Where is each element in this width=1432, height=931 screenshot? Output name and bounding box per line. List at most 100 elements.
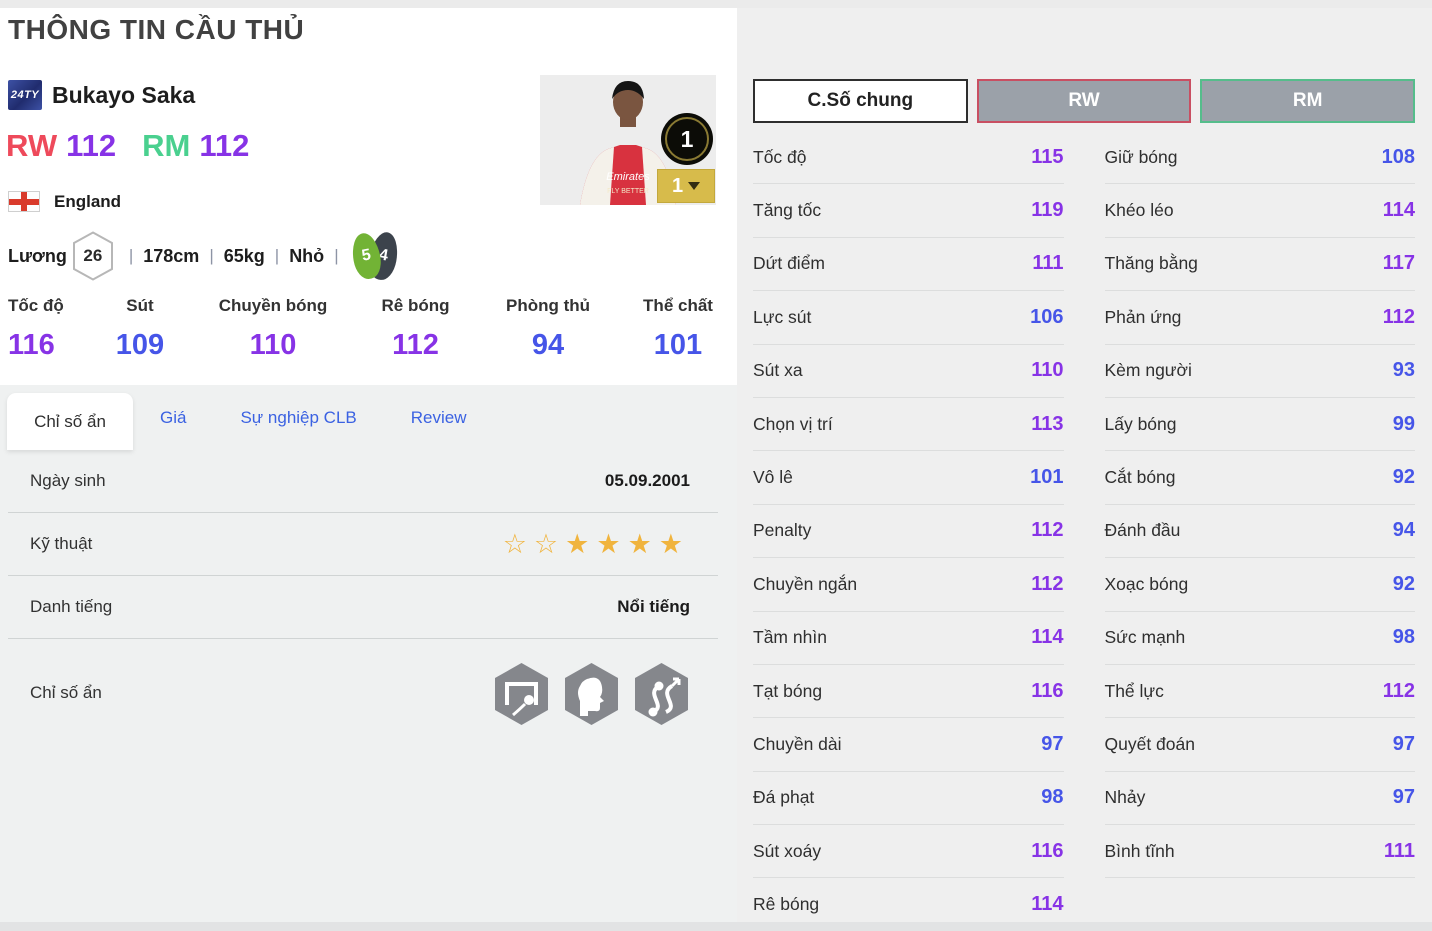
hidden-trait-icons [493, 662, 690, 725]
stat-value: 111 [1032, 252, 1064, 275]
stat-value: 119 [1031, 199, 1064, 222]
stat-value: 117 [1382, 252, 1415, 275]
star-filled-icon: ★ [627, 528, 659, 559]
stat-value: 113 [1031, 412, 1064, 435]
stat-row: Vô lê 101 [753, 451, 1064, 505]
stat-row: Sút xoáy 116 [753, 825, 1064, 879]
stat-value: 92 [1392, 466, 1415, 489]
tab-club-career[interactable]: Sự nghiệp CLB [240, 407, 357, 427]
fame-label: Danh tiếng [30, 597, 113, 616]
stat-value: 97 [1392, 786, 1415, 809]
summary-stat: Rê bóng 112 [363, 296, 468, 362]
stat-value: 114 [1031, 893, 1064, 916]
stat-row: Phản ứng 112 [1104, 291, 1415, 345]
goal-curve-shot-icon [493, 662, 550, 725]
stat-row: Thể lực 112 [1104, 665, 1415, 719]
stat-value: 106 [1030, 305, 1064, 328]
stat-row: Quyết đoán 97 [1104, 718, 1415, 772]
stat-row: Tốc độ 115 [753, 131, 1064, 185]
stat-label: Dứt điểm [753, 253, 826, 274]
stat-row: Đá phạt 98 [753, 772, 1064, 826]
stat-label: Tốc độ [753, 146, 807, 167]
stat-value: 111 [1383, 839, 1415, 862]
caret-down-icon [688, 182, 701, 190]
stat-value: 112 [1382, 679, 1415, 702]
svg-text:FLY BETTER: FLY BETTER [607, 188, 649, 195]
star-filled-icon: ★ [596, 528, 628, 559]
stat-label: Tạt bóng [753, 680, 823, 701]
player-bio-row: Lương 26 178cm 65kg Nhỏ 5 4 [8, 230, 401, 282]
stat-row: Chuyền dài 97 [753, 718, 1064, 772]
tab-price[interactable]: Giá [160, 407, 187, 427]
stat-row: Chuyền ngắn 112 [753, 558, 1064, 612]
stat-label: Lấy bóng [1104, 413, 1177, 434]
stat-value: 114 [1382, 199, 1415, 222]
stat-label: Sút xoáy [753, 840, 822, 861]
fame-value: Nổi tiếng [617, 597, 690, 616]
position-rating: RW 112 [6, 128, 116, 164]
stat-row: Bình tĩnh 111 [1104, 825, 1415, 879]
stat-label: Rê bóng [753, 894, 820, 915]
stat-value: 108 [1381, 145, 1415, 168]
star-filled-icon: ★ [565, 528, 597, 559]
stat-value: 101 [1030, 466, 1064, 489]
separator [129, 246, 133, 266]
stat-view-button-rw[interactable]: RW [976, 79, 1192, 123]
summary-stat-label: Tốc độ [8, 296, 64, 315]
enhance-level-dropdown[interactable]: 1 [657, 169, 715, 203]
birthdate-row: Ngày sinh 05.09.2001 [8, 450, 718, 513]
stat-label: Bình tĩnh [1104, 840, 1175, 861]
stat-row: Tạt bóng 116 [753, 665, 1064, 719]
stat-label: Đá phạt [753, 787, 815, 808]
stat-row: Rê bóng 114 [753, 878, 1064, 931]
stat-row: Chọn vị trí 113 [753, 398, 1064, 452]
wage-label: Lương [8, 245, 67, 266]
player-photo: Emirates FLY BETTER 1 1 [540, 75, 716, 205]
summary-stats-row: Tốc độ 116 Sút 109 Chuyền bóng 110 Rê bóng 112 P… [8, 296, 723, 380]
stat-label: Khéo léo [1104, 200, 1174, 221]
tab-review[interactable]: Review [410, 407, 467, 427]
position-ratings: RW 112 RM 112 [6, 128, 249, 164]
separator [334, 246, 338, 266]
stat-value: 97 [1041, 732, 1064, 755]
summary-stat-label: Chuyền bóng [218, 296, 328, 315]
attribute-column-right: Giữ bóng 108 Khéo léo 114 Thăng bằng 117 Phản … [1104, 131, 1415, 931]
weight-value: 65kg [223, 245, 265, 266]
nation-name: England [54, 191, 122, 211]
stat-value: 99 [1392, 412, 1415, 435]
stat-value: 110 [1031, 359, 1064, 382]
hidden-traits-label: Chỉ số ẩn [30, 683, 102, 702]
summary-stat: Chuyền bóng 110 [208, 296, 338, 362]
wage-value: 26 [83, 246, 103, 265]
star-filled-icon: ★ [658, 528, 690, 559]
stat-view-button-overall[interactable]: C.Số chung [753, 79, 968, 123]
summary-stat-value: 109 [115, 329, 165, 361]
position-overall: 112 [199, 128, 250, 163]
position-label: RM [142, 128, 191, 163]
stat-label: Chọn vị trí [753, 413, 833, 434]
tab-hidden-stats[interactable]: Chỉ số ẩn [7, 393, 133, 450]
top-strip [0, 0, 1432, 8]
stat-value: 115 [1031, 145, 1064, 168]
stat-view-button-rm[interactable]: RM [1200, 79, 1416, 123]
enhance-level-value: 1 [671, 174, 684, 197]
summary-stat: Sút 109 [100, 296, 180, 362]
fame-row: Danh tiếng Nổi tiếng [8, 576, 718, 639]
body-type-value: Nhỏ [289, 245, 325, 266]
summary-stat-value: 101 [653, 329, 703, 361]
stat-row: Tầm nhìn 114 [753, 612, 1064, 665]
stat-label: Penalty [753, 520, 812, 541]
summary-stat-value: 112 [392, 329, 439, 361]
position-rating: RM 112 [142, 128, 249, 164]
stat-row: Đánh đầu 94 [1104, 505, 1415, 559]
summary-stat-label: Phòng thủ [505, 296, 591, 315]
stat-row: Dứt điểm 111 [753, 238, 1064, 292]
stat-label: Lực sút [753, 306, 812, 327]
stat-label: Đánh đầu [1104, 520, 1181, 541]
stat-label: Sức mạnh [1104, 627, 1186, 648]
stat-label: Chuyền ngắn [753, 573, 858, 594]
stat-row: Cắt bóng 92 [1104, 451, 1415, 505]
season-badge-icon: 24TY [8, 80, 42, 110]
stat-label: Giữ bóng [1104, 146, 1178, 167]
wage-hexagon-badge: 26 [71, 231, 115, 281]
